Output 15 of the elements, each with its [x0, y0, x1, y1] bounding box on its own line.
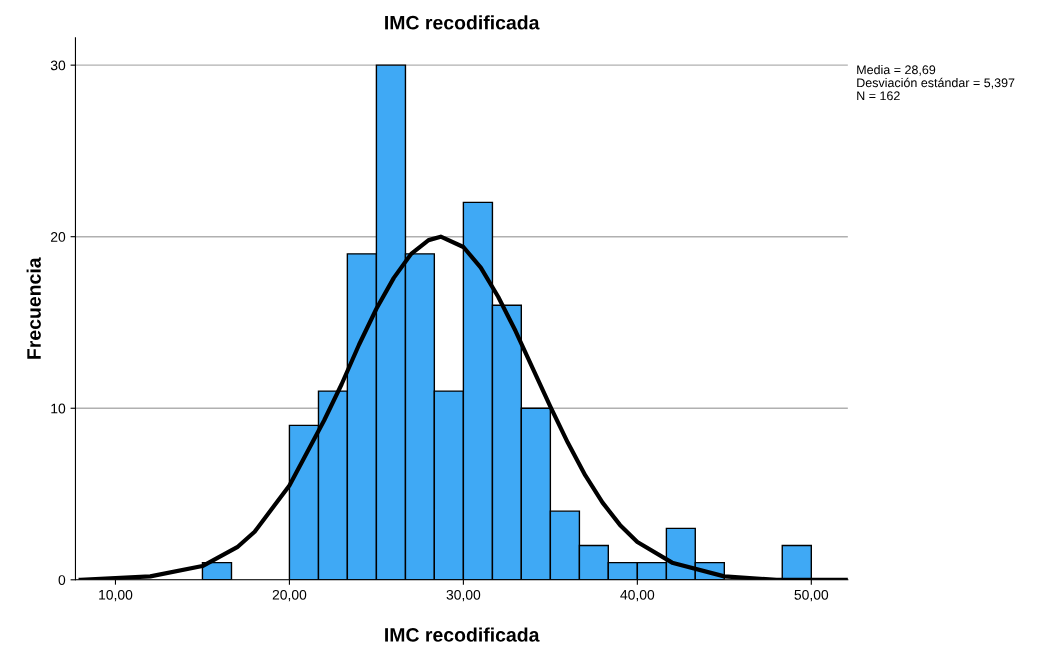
x-tick-label: 50,00: [794, 589, 829, 602]
x-tick-label: 20,00: [272, 589, 307, 602]
y-tick-label: 10: [51, 403, 66, 414]
y-tick-label: 0: [58, 575, 66, 585]
x-axis-title: IMC recodificada: [385, 627, 540, 642]
y-tick-label: 20: [50, 232, 66, 242]
x-tick-label: 40,00: [620, 589, 655, 602]
chart-title: IMC recodificada: [385, 15, 540, 30]
x-tick-label: 10,00: [99, 589, 133, 602]
y-axis-title: Frecuencia: [26, 257, 41, 359]
text: N = 162: [857, 91, 900, 101]
x-tick-label: 30,00: [446, 589, 481, 602]
text: Desviación estándar = 5,397: [857, 77, 1015, 89]
text: Media = 28,69: [857, 65, 936, 76]
y-tick-label: 30: [50, 60, 66, 71]
